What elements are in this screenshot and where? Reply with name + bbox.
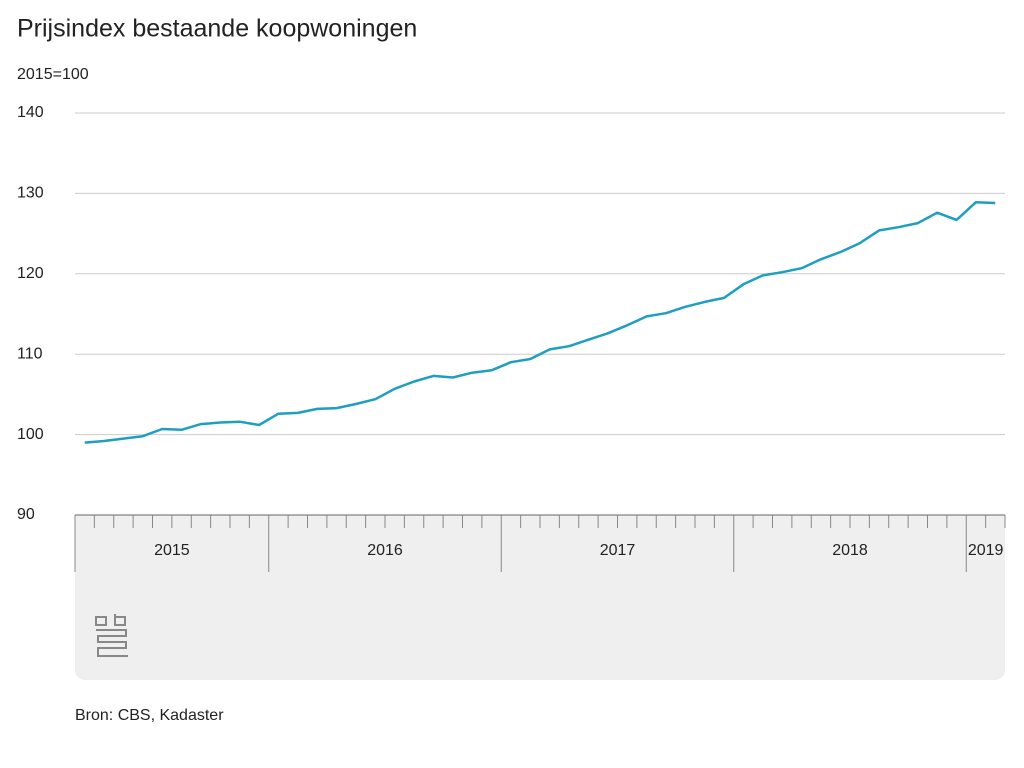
x-tick-label: 2018 [832, 542, 868, 559]
axis-band [75, 515, 1005, 680]
y-tick-label: 130 [17, 185, 44, 202]
y-tick-label: 100 [17, 426, 44, 443]
chart-title: Prijsindex bestaande koopwoningen [17, 15, 417, 43]
x-tick-label: 2019 [968, 542, 1004, 559]
cbs-logo [95, 614, 128, 657]
series-line [84, 200, 996, 444]
x-tick-label: 2017 [600, 542, 636, 559]
y-tick-label: 90 [17, 506, 35, 523]
x-tick-label: 2016 [367, 542, 403, 559]
y-tick-label: 120 [17, 265, 44, 282]
y-unit: 2015=100 [17, 66, 89, 83]
y-tick-label: 140 [17, 104, 44, 121]
y-tick-label: 110 [17, 345, 43, 362]
source: Bron: CBS, Kadaster [75, 707, 224, 724]
x-tick-label: 2015 [154, 542, 190, 559]
